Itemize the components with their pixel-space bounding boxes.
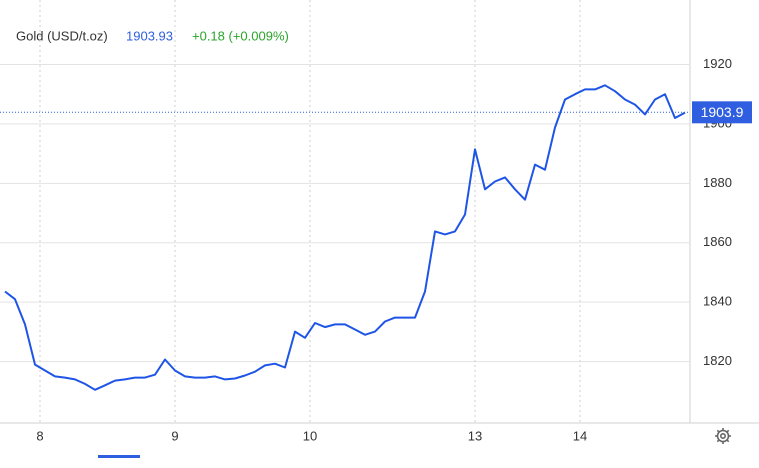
chart-title: Gold (USD/t.oz) [16,28,108,43]
price-line [4,84,686,391]
last-price-label: 1903.9 [701,104,744,120]
y-tick-label: 1880 [703,175,732,190]
settings-icon[interactable] [715,428,731,444]
x-tick-label: 9 [171,428,178,443]
scroll-indicator[interactable] [98,455,140,458]
last-value: 1903.93 [126,28,173,43]
y-tick-label: 1820 [703,353,732,368]
y-tick-label: 1920 [703,56,732,71]
y-tick-label: 1860 [703,234,732,249]
x-tick-label: 10 [303,428,317,443]
x-tick-label: 8 [36,428,43,443]
change: +0.18 (+0.009%) [192,28,289,43]
grid [0,0,690,423]
x-tick-label: 14 [573,428,587,443]
y-tick-label: 1840 [703,294,732,309]
x-tick-label: 13 [468,428,482,443]
last-price-tag [692,101,752,124]
